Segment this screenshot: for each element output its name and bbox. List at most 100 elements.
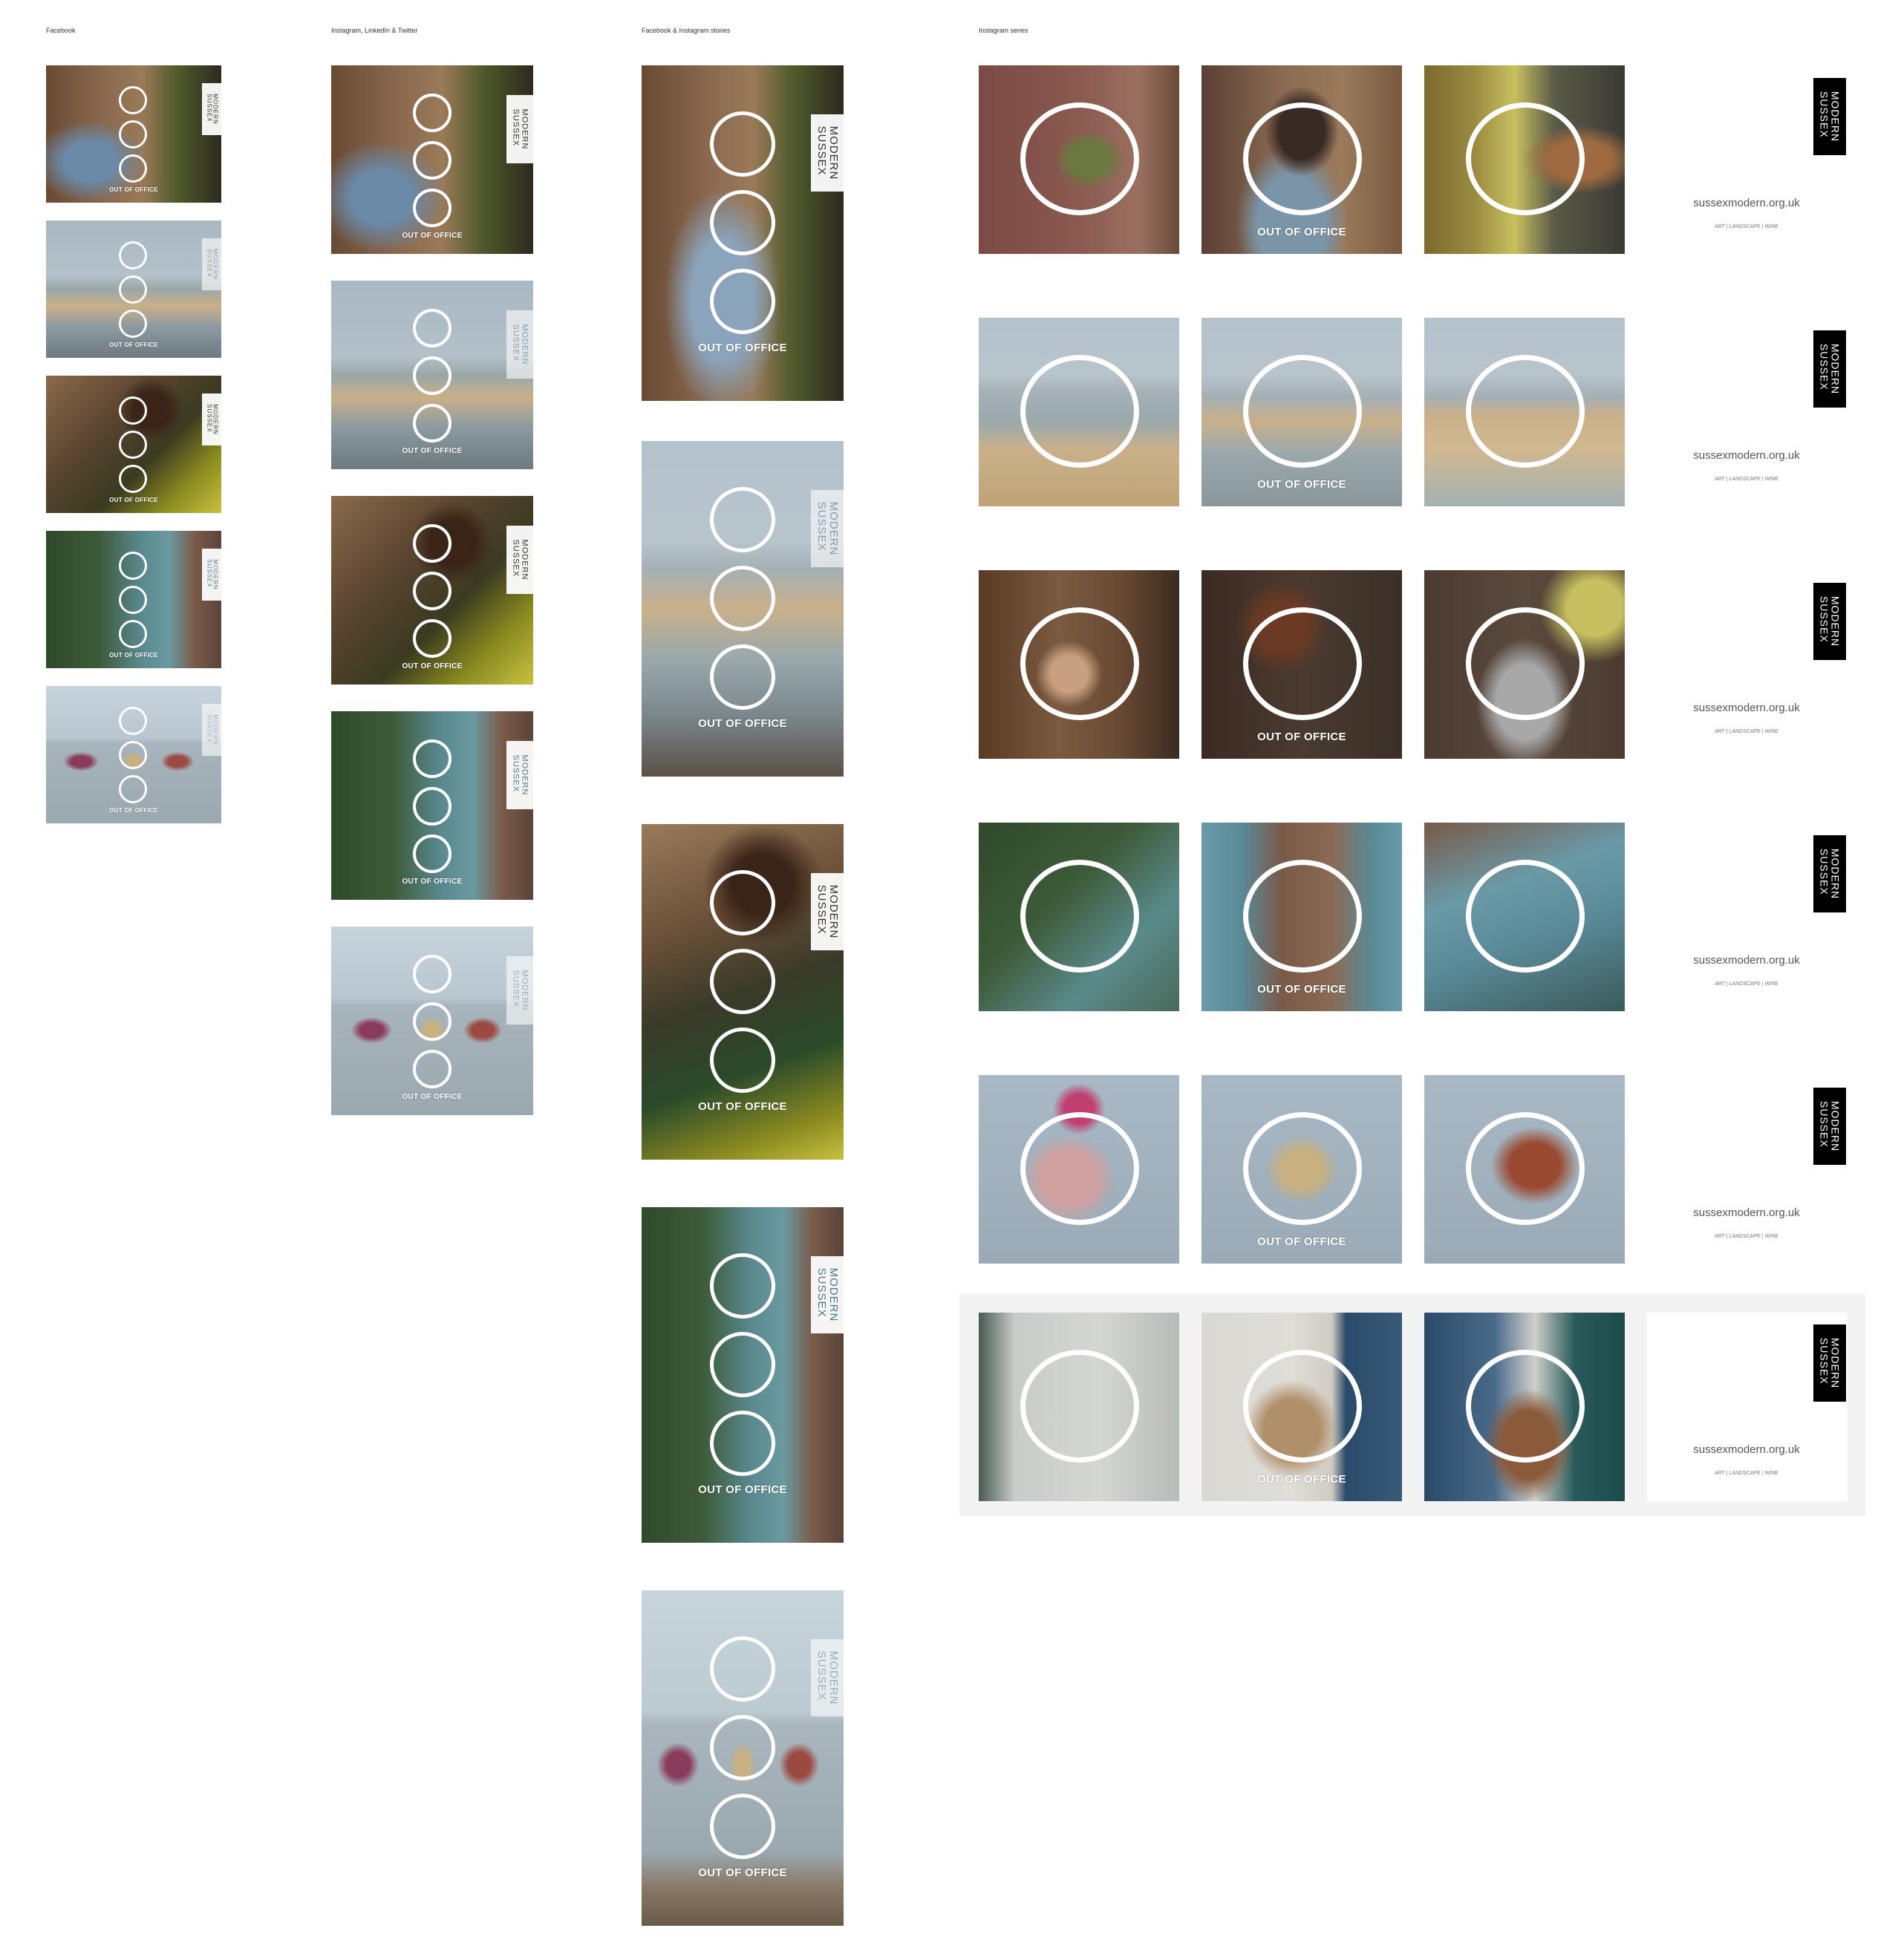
ring-icon	[1466, 355, 1585, 468]
out-of-office-caption: OUT OF OFFICE	[109, 186, 158, 193]
ring-icon	[1466, 1350, 1585, 1463]
ring-icon	[413, 619, 451, 658]
square-post-woodland: OUT OF OFFICE MODERN SUSSEX	[331, 711, 533, 900]
square-post-sea-swim: OUT OF OFFICE MODERN SUSSEX	[331, 927, 533, 1115]
logo-line2: SUSSEX	[1819, 595, 1830, 643]
column-label-facebook: Facebook	[46, 27, 76, 34]
series-tile	[1424, 1313, 1625, 1501]
square-post-vineyard: OUT OF OFFICE MODERN SUSSEX	[331, 496, 533, 685]
logo-line2: SUSSEX	[206, 249, 212, 278]
ring-icon	[119, 552, 147, 580]
ring-icon	[119, 620, 147, 648]
out-of-office-caption: OUT OF OFFICE	[1257, 731, 1346, 743]
series-tile	[979, 823, 1179, 1011]
column-label-stories: Facebook & Instagram stories	[642, 27, 731, 34]
series-tile: OUT OF OFFICE	[1201, 823, 1402, 1011]
ring-icon	[710, 190, 775, 255]
out-of-office-caption: OUT OF OFFICE	[109, 807, 158, 814]
ring-icon	[413, 1002, 451, 1041]
series-tile	[979, 1313, 1179, 1501]
logo-block: MODERN SUSSEX	[1813, 583, 1846, 660]
ring-icon	[1243, 1112, 1362, 1225]
series-tile	[1424, 570, 1625, 759]
logo-line1: MODERN	[212, 404, 219, 435]
series-tile	[1424, 1075, 1625, 1264]
logo-tab: MODERN SUSSEX	[202, 549, 221, 601]
ring-icon	[119, 465, 147, 493]
brand-card: MODERN SUSSEX sussexmodern.org.uk ART | L…	[1647, 1313, 1848, 1501]
website-url: sussexmodern.org.uk	[1693, 1443, 1800, 1456]
ring-icon	[1243, 860, 1362, 973]
series-tile: OUT OF OFFICE	[1201, 1075, 1402, 1264]
out-of-office-caption: OUT OF OFFICE	[1257, 1473, 1346, 1486]
logo-line2: SUSSEX	[512, 108, 521, 147]
story-beach: OUT OF OFFICE MODERN SUSSEX	[642, 441, 844, 777]
logo-line1: MODERN	[520, 754, 529, 796]
ring-icon	[1243, 102, 1362, 215]
series-tile: OUT OF OFFICE	[1201, 1313, 1402, 1501]
logo-line2: SUSSEX	[1819, 848, 1830, 895]
logo-block: MODERN SUSSEX	[1813, 1088, 1846, 1165]
ring-icon	[1020, 1350, 1139, 1463]
ring-icon	[710, 269, 775, 334]
logo-tab: MODERN SUSSEX	[506, 956, 533, 1025]
logo-line2: SUSSEX	[512, 324, 521, 362]
series-tile	[979, 1075, 1179, 1264]
logo-line2: SUSSEX	[1819, 1337, 1830, 1385]
facebook-post-sea-swim: OUT OF OFFICE MODERN SUSSEX	[46, 686, 221, 823]
logo-tab: MODERN SUSSEX	[811, 1639, 844, 1716]
ring-icon	[710, 1253, 775, 1319]
logo-line1: MODERN	[826, 1650, 840, 1705]
ring-icon	[413, 94, 451, 132]
logo-line1: MODERN	[826, 1267, 840, 1322]
story-studio: OUT OF OFFICE MODERN SUSSEX	[642, 65, 844, 401]
column-label-instagram-linkedin-twitter: Instagram, LinkedIn & Twitter	[331, 27, 418, 34]
logo-line2: SUSSEX	[815, 1650, 828, 1701]
logo-block: MODERN SUSSEX	[1813, 835, 1846, 912]
logo-line1: MODERN	[520, 970, 529, 1011]
logo-line1: MODERN	[212, 94, 219, 125]
ring-icon	[119, 586, 147, 614]
logo-line2: SUSSEX	[815, 501, 828, 552]
ring-icon	[413, 787, 451, 826]
logo-line1: MODERN	[520, 539, 529, 581]
ring-icon	[710, 870, 775, 935]
website-url: sussexmodern.org.uk	[1693, 954, 1800, 967]
out-of-office-caption: OUT OF OFFICE	[109, 497, 158, 503]
ring-icon	[1466, 1112, 1585, 1225]
ring-icon	[1020, 607, 1139, 720]
ring-icon	[119, 431, 147, 459]
logo-line1: MODERN	[212, 714, 219, 745]
facebook-post-vineyard: OUT OF OFFICE MODERN SUSSEX	[46, 376, 221, 513]
ring-icon	[1466, 102, 1585, 215]
out-of-office-caption: OUT OF OFFICE	[698, 1866, 787, 1879]
facebook-post-beach: OUT OF OFFICE MODERN SUSSEX	[46, 220, 221, 358]
ring-icon	[413, 309, 451, 347]
ring-icon	[119, 775, 147, 803]
ring-icon	[710, 1636, 775, 1702]
ring-icon	[1243, 1350, 1362, 1463]
series-tile: OUT OF OFFICE	[1201, 65, 1402, 254]
logo-line1: MODERN	[520, 108, 529, 150]
website-url: sussexmodern.org.uk	[1693, 449, 1800, 462]
ring-icon	[119, 241, 147, 270]
out-of-office-caption: OUT OF OFFICE	[402, 662, 463, 670]
logo-line1: MODERN	[1829, 91, 1842, 143]
ring-icon	[710, 111, 775, 177]
logo-line2: SUSSEX	[512, 970, 521, 1008]
logo-line2: SUSSEX	[206, 559, 212, 588]
ring-icon	[413, 739, 451, 778]
logo-line1: MODERN	[1829, 1337, 1842, 1389]
ring-icon	[710, 1332, 775, 1397]
ring-icon	[413, 524, 451, 563]
series-tile: OUT OF OFFICE	[1201, 570, 1402, 759]
series-tile	[1424, 65, 1625, 254]
ring-icon	[413, 834, 451, 873]
logo-line1: MODERN	[212, 249, 219, 280]
ring-icon	[1020, 1112, 1139, 1225]
website-url: sussexmodern.org.uk	[1693, 1206, 1800, 1219]
series-tile	[1424, 823, 1625, 1011]
ring-icon	[413, 404, 451, 442]
out-of-office-caption: OUT OF OFFICE	[402, 447, 463, 455]
logo-tab: MODERN SUSSEX	[811, 873, 844, 950]
